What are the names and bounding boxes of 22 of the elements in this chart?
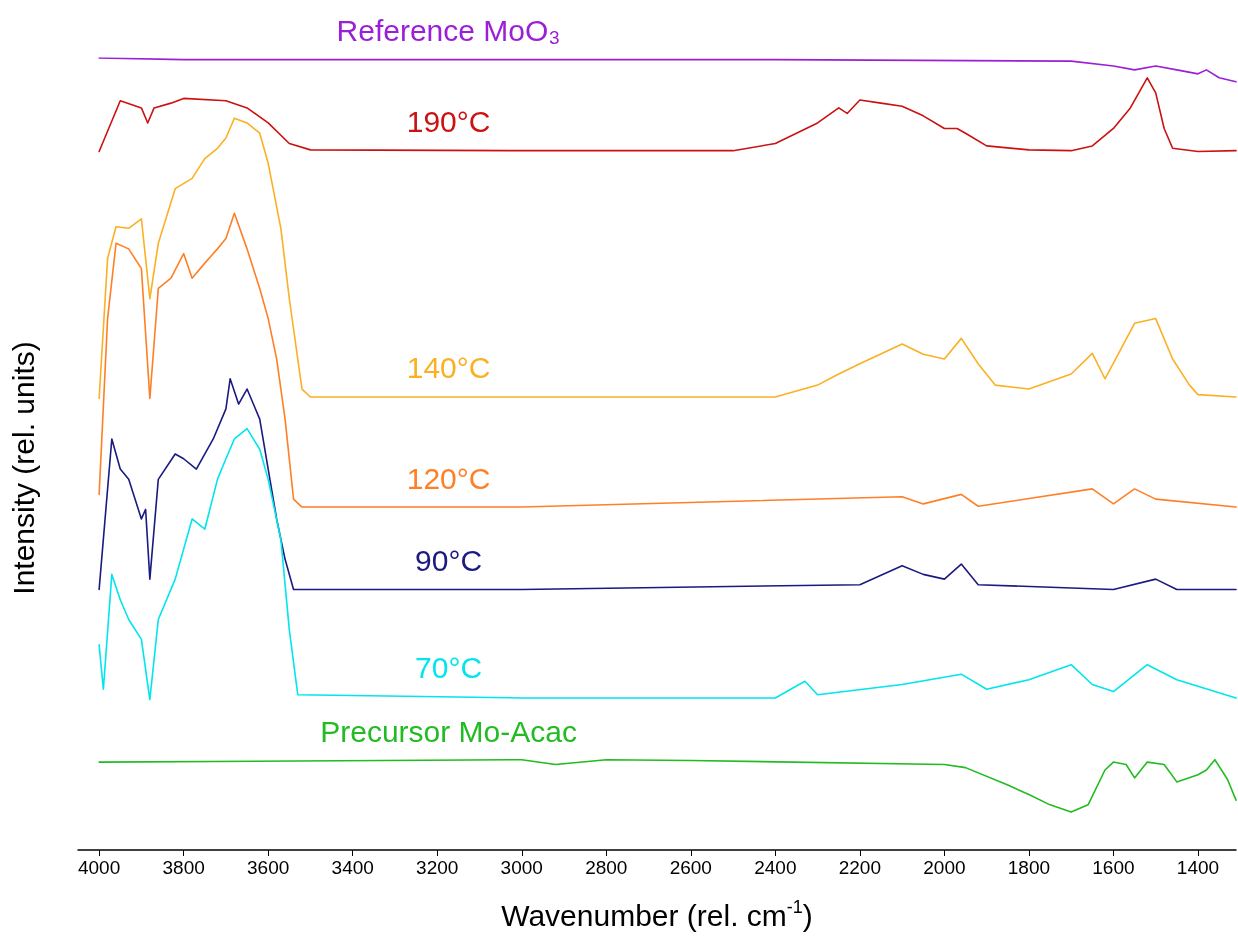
x-tick-label: 2600 xyxy=(669,857,712,878)
x-tick-label: 3400 xyxy=(331,857,374,878)
x-tick-label: 1800 xyxy=(1007,857,1051,878)
series-label: 120°C xyxy=(406,461,491,495)
x-tick-label: 3600 xyxy=(247,857,290,878)
series-label: 70°C xyxy=(415,651,483,685)
y-axis-title: Intensity (rel. units) xyxy=(6,341,40,595)
x-tick-label: 4000 xyxy=(77,857,121,878)
x-tick-label: 2000 xyxy=(923,857,966,878)
x-tick-label: 3800 xyxy=(162,857,205,878)
series-label: Reference MoO₃ xyxy=(336,14,561,48)
series-label: 90°C xyxy=(415,543,483,577)
series-label: Precursor Mo-Acac xyxy=(320,714,577,748)
x-tick-label: 2200 xyxy=(838,857,881,878)
x-tick-label: 1600 xyxy=(1092,857,1135,878)
x-tick-label: 1400 xyxy=(1176,857,1220,878)
series-label: 190°C xyxy=(406,104,491,138)
x-tick-label: 3200 xyxy=(416,857,459,878)
x-tick-label: 2400 xyxy=(754,857,797,878)
series-label: 140°C xyxy=(406,351,491,385)
x-tick-label: 3000 xyxy=(500,857,543,878)
x-tick-label: 2800 xyxy=(585,857,628,878)
